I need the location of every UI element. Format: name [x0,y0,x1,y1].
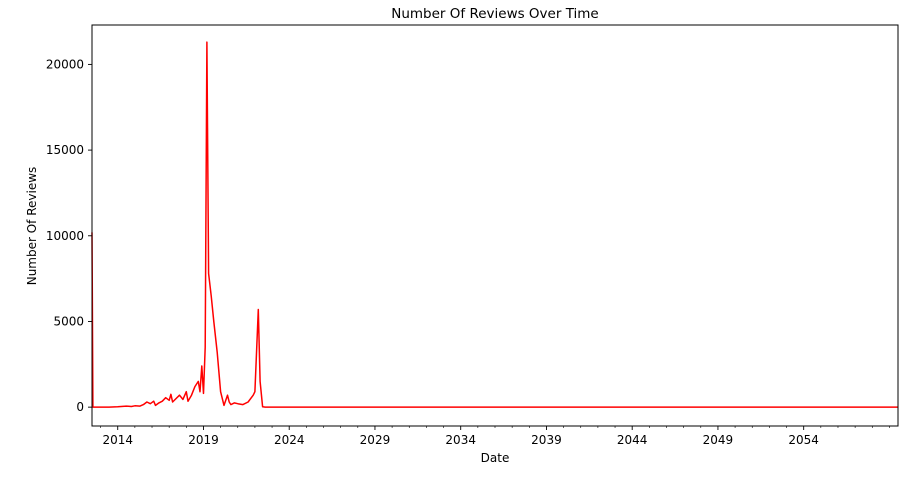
y-axis: 0 5000 10000 15000 20000 [46,57,92,414]
plot-area [91,24,899,427]
x-tick-label: 2039 [531,433,562,447]
y-tick-label: 15000 [46,143,84,157]
x-axis: 2014 2019 2024 2029 2034 2039 2044 2049 2054 [100,426,890,447]
series-layer [91,41,898,408]
plot-frame [91,24,899,427]
chart-title: Number Of Reviews Over Time [391,6,598,22]
y-tick-label: 5000 [53,314,84,328]
x-tick-label: 2044 [617,433,648,447]
x-tick-label: 2034 [445,433,476,447]
x-tick-label: 2014 [102,433,133,447]
x-axis-label: Date [481,451,510,465]
y-axis-label: Number Of Reviews [25,167,39,286]
y-tick-label: 20000 [46,57,84,71]
x-tick-label: 2024 [274,433,305,447]
x-tick-label: 2049 [703,433,734,447]
series-line-0 [91,41,898,408]
x-tick-label: 2019 [188,433,219,447]
y-tick-label: 10000 [46,229,84,243]
x-tick-label: 2054 [788,433,819,447]
x-tick-label: 2029 [360,433,391,447]
y-tick-label: 0 [76,400,84,414]
